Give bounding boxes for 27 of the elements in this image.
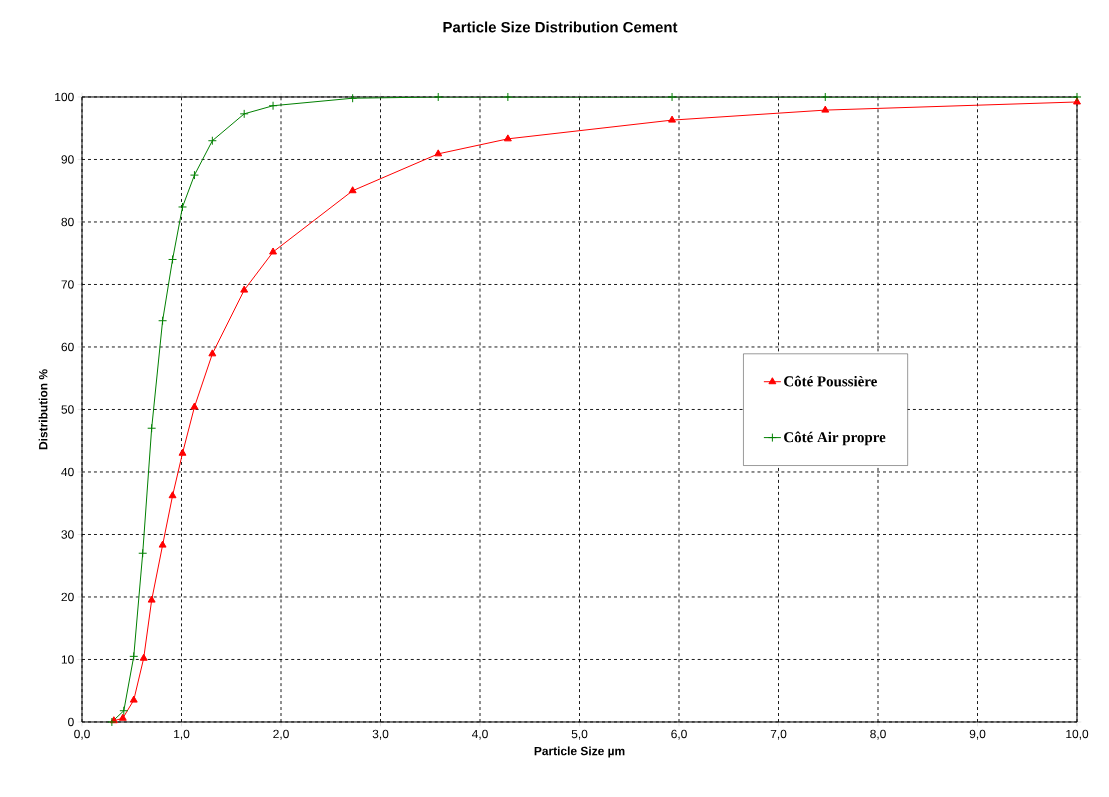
- y-tick-label: 60: [61, 342, 74, 352]
- y-tick-label: 10: [61, 655, 74, 664]
- y-tick-label: 90: [61, 155, 74, 164]
- x-tick-label: 1,0: [174, 729, 190, 740]
- x-tick-label: 4,0: [471, 729, 488, 740]
- y-tick-label: 0: [68, 717, 74, 727]
- x-tick-label: 2,0: [273, 729, 289, 740]
- y-axis-title: Distribution %: [38, 369, 48, 450]
- x-tick-label: 7,0: [770, 729, 787, 740]
- chart-title: Particle Size Distribution Cement: [443, 21, 678, 33]
- x-tick-label: 10,0: [1066, 729, 1089, 740]
- legend-label: Côté Poussière: [784, 375, 877, 387]
- y-tick-label: 80: [61, 217, 74, 227]
- y-tick-label: 100: [55, 92, 74, 102]
- y-tick-label: 40: [61, 467, 74, 477]
- y-tick-label: 20: [61, 592, 74, 602]
- x-tick-label: 8,0: [870, 729, 886, 740]
- y-tick-label: 70: [61, 280, 74, 289]
- y-tick-label: 30: [61, 530, 74, 539]
- x-tick-label: 6,0: [671, 729, 687, 740]
- x-tick-label: 9,0: [969, 729, 986, 740]
- x-axis-title: Particle Size µm: [534, 746, 625, 758]
- y-tick-label: 50: [61, 405, 74, 414]
- legend-label: Côté Air propre: [784, 431, 886, 446]
- x-tick-label: 5,0: [571, 729, 588, 740]
- x-tick-label: 3,0: [372, 729, 389, 740]
- x-tick-label: 0,0: [74, 729, 90, 740]
